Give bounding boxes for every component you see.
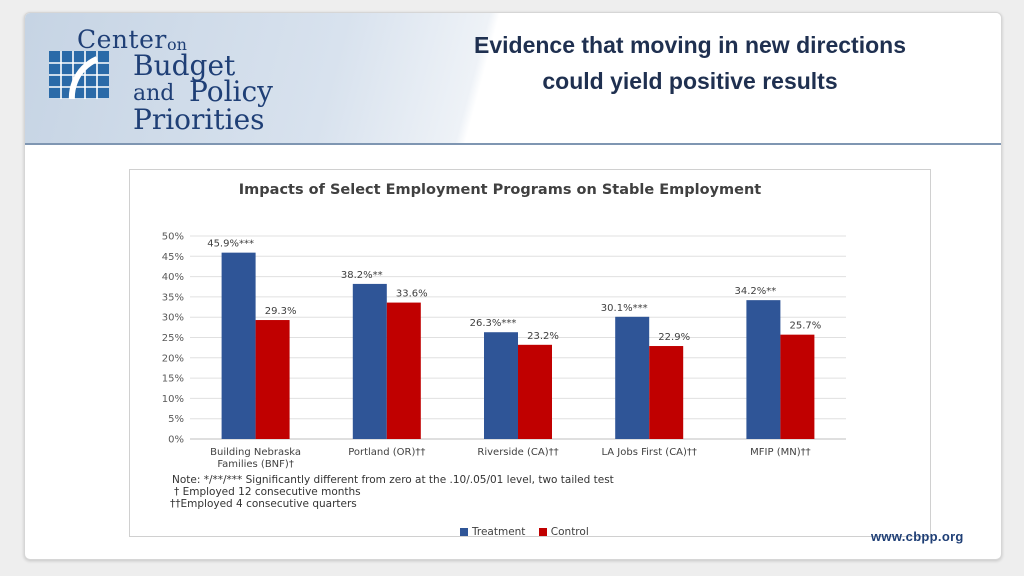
y-tick-label: 30%	[162, 313, 184, 324]
legend-label-treatment: Treatment	[472, 526, 526, 538]
legend-label-control: Control	[550, 526, 589, 538]
data-label: 25.7%	[790, 321, 822, 332]
header-band	[25, 13, 1001, 143]
bar-control	[518, 344, 552, 439]
chart-frame: Impacts of Select Employment Programs on…	[129, 169, 931, 539]
logo-word-center: Center	[77, 25, 167, 54]
x-tick-label: Building Nebraska	[210, 447, 301, 458]
bar-treatment	[615, 316, 650, 439]
y-tick-label: 0%	[168, 435, 184, 446]
logo-grid-icon	[49, 51, 109, 99]
y-tick-label: 5%	[168, 414, 184, 425]
data-label: 33.6%	[396, 289, 428, 300]
chart-title: Impacts of Select Employment Programs on…	[238, 182, 762, 198]
legend-item-control: Control	[538, 526, 589, 538]
legend-swatch-control	[538, 528, 547, 536]
bar-control	[649, 346, 684, 439]
data-label: 22.9%	[658, 332, 690, 343]
bar-control	[780, 334, 815, 439]
y-tick-label: 20%	[162, 353, 184, 364]
y-tick-label: 40%	[162, 272, 184, 283]
x-tick-label: Riverside (CA)††	[477, 447, 558, 458]
chart-note: Note: */**/*** Significantly different f…	[172, 474, 614, 486]
cbpp-logo: Center on Budget and Policy Priorities	[49, 25, 289, 136]
y-tick-label: 15%	[162, 374, 184, 385]
bar-treatment	[746, 300, 781, 439]
data-label: 38.2%**	[341, 270, 383, 281]
slide-title-line-1: Evidence that moving in new directions	[474, 32, 906, 58]
data-label: 34.2%**	[735, 286, 777, 297]
legend-swatch-treatment	[460, 528, 468, 536]
chart-note: † Employed 12 consecutive months	[174, 486, 361, 498]
bar-chart: 0% 5% 10% 15% 20% 25% 30% 35% 40% 45% 50% 45.9%*** 2…	[162, 232, 846, 470]
slide: Center on Budget and Policy Priorities E…	[24, 12, 1002, 560]
bar-control	[255, 320, 290, 439]
bar-treatment	[484, 332, 518, 439]
chart-legend: Treatment Control	[460, 526, 680, 539]
logo-word-priorities: Priorities	[133, 103, 265, 136]
data-label: 45.9%***	[207, 239, 254, 250]
y-tick-label: 10%	[162, 394, 184, 405]
data-label: 29.3%	[265, 306, 297, 317]
x-tick-label: MFIP (MN)††	[750, 447, 810, 458]
slide-title-line-2: could yield positive results	[542, 68, 838, 94]
footer-url: www.cbpp.org	[871, 529, 964, 544]
logo-word-policy: Policy	[189, 75, 273, 108]
x-tick-label: LA Jobs First (CA)††	[601, 447, 696, 458]
slide-title: Evidence that moving in new directions c…	[435, 27, 945, 99]
logo-word-budget: Budget	[133, 49, 236, 82]
chart-notes: Note: */**/*** Significantly different f…	[170, 474, 892, 510]
y-tick-label: 45%	[162, 252, 184, 263]
y-tick-label: 25%	[162, 333, 184, 344]
y-tick-label: 35%	[162, 292, 184, 303]
y-tick-label: 50%	[162, 232, 184, 243]
bar-treatment	[352, 283, 387, 439]
logo-word-on: on	[167, 35, 187, 54]
x-tick-label: Families (BNF)†	[217, 459, 293, 470]
data-label: 26.3%***	[470, 318, 517, 329]
data-label: 23.2%	[527, 331, 559, 342]
bar-treatment	[221, 252, 256, 439]
chart-note: ††Employed 4 consecutive quarters	[170, 498, 357, 510]
header-divider	[25, 143, 1001, 145]
data-label: 30.1%***	[601, 303, 648, 314]
bar-control	[386, 302, 421, 439]
x-tick-label: Portland (OR)††	[348, 447, 425, 458]
logo-word-and: and	[133, 81, 175, 106]
legend-item-treatment: Treatment	[460, 526, 525, 538]
